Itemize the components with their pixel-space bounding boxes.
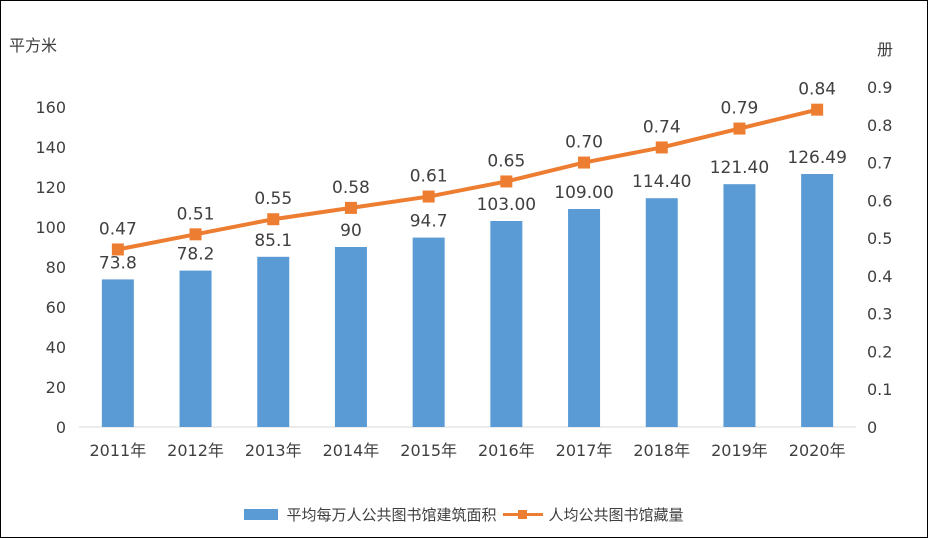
left-axis-ticks: 0 20 40 60 80 100 120 140 160 (35, 98, 66, 437)
line-marker (500, 175, 513, 188)
x-tick-label: 2017年 (556, 441, 613, 460)
left-tick-label: 160 (35, 98, 66, 117)
left-tick-label: 20 (46, 378, 66, 397)
x-tick-label: 2020年 (789, 441, 846, 460)
x-tick-label: 2011年 (89, 441, 146, 460)
bar (490, 221, 523, 427)
x-tick-label: 2018年 (633, 441, 690, 460)
bar (723, 184, 756, 427)
bar (179, 270, 212, 427)
right-axis-unit: 册 (877, 40, 893, 59)
x-axis-ticks: 2011年 2012年 2013年 2014年 2015年 2016年 2017年 2018年… (89, 441, 845, 460)
bar-data-label: 109.00 (554, 183, 613, 203)
legend-item-bar: 平均每万人公共图书馆建筑面积 (244, 504, 497, 525)
bar-data-label: 126.49 (787, 148, 846, 168)
bar (568, 209, 601, 427)
bar (257, 256, 290, 427)
left-tick-label: 100 (35, 218, 66, 237)
right-tick-label: 0.6 (867, 191, 892, 210)
bar-data-label: 73.8 (99, 253, 137, 273)
x-tick-label: 2016年 (478, 441, 535, 460)
bar-data-label: 90 (340, 221, 362, 241)
legend-label-line: 人均公共图书馆藏量 (548, 506, 684, 524)
x-tick-label: 2015年 (400, 441, 457, 460)
legend-label-bar: 平均每万人公共图书馆建筑面积 (286, 506, 497, 524)
right-tick-label: 0.4 (867, 267, 892, 286)
line-data-label: 0.47 (99, 219, 137, 239)
left-tick-label: 140 (35, 138, 66, 157)
left-tick-label: 80 (46, 258, 66, 277)
line-marker (811, 103, 824, 116)
line-marker (655, 141, 668, 154)
line-data-label: 0.79 (721, 99, 759, 119)
bar-data-label: 121.40 (710, 158, 769, 178)
left-axis-unit: 平方米 (9, 36, 57, 55)
line-data-label: 0.74 (643, 117, 681, 137)
line-data-label: 0.58 (332, 178, 370, 198)
x-tick-label: 2014年 (323, 441, 380, 460)
left-tick-label: 120 (35, 178, 66, 197)
line-marker (733, 122, 746, 135)
bar (645, 198, 678, 427)
line-data-label: 0.51 (177, 204, 215, 224)
legend: 平均每万人公共图书馆建筑面积 人均公共图书馆藏量 (1, 504, 927, 525)
line-marker (267, 213, 280, 226)
x-tick-label: 2013年 (245, 441, 302, 460)
line-data-labels: 0.47 0.51 0.55 0.58 0.61 0.65 0.70 0.74 0.79 0.84 (99, 80, 836, 240)
x-tick-label: 2019年 (711, 441, 768, 460)
bar (101, 279, 134, 427)
bar-data-label: 114.40 (632, 172, 691, 192)
right-tick-label: 0.5 (867, 229, 892, 248)
bar-data-label: 94.7 (410, 212, 448, 232)
right-tick-label: 0.1 (867, 380, 892, 399)
line-marker (111, 243, 124, 256)
series-line (117, 107, 818, 252)
right-axis-ticks: 0 0.1 0.2 0.3 0.4 0.5 0.6 0.7 0.8 0.9 (867, 78, 892, 437)
line-marker (422, 190, 435, 203)
right-tick-label: 0.7 (867, 154, 892, 173)
right-tick-label: 0.8 (867, 116, 892, 135)
line-series (111, 103, 824, 256)
x-tick-label: 2012年 (167, 441, 224, 460)
line-data-label: 0.84 (798, 80, 836, 100)
line-marker (189, 228, 202, 241)
legend-item-line: 人均公共图书馆藏量 (502, 504, 684, 525)
right-tick-label: 0 (867, 418, 877, 437)
bar-data-label: 78.2 (177, 245, 215, 265)
bar-series (101, 174, 834, 427)
bar (801, 174, 834, 427)
bar (334, 247, 367, 427)
line-marker (344, 201, 357, 214)
line-data-label: 0.70 (565, 133, 603, 153)
line-data-label: 0.65 (487, 151, 525, 171)
left-tick-label: 0 (56, 418, 66, 437)
line-data-label: 0.61 (410, 167, 448, 187)
right-tick-label: 0.9 (867, 78, 892, 97)
right-tick-label: 0.3 (867, 305, 892, 324)
line-data-label: 0.55 (254, 189, 292, 209)
bar-data-label: 85.1 (254, 231, 292, 251)
bar-data-labels: 73.8 78.2 85.1 90 94.7 103.00 109.00 114.40 121.… (99, 148, 847, 273)
legend-bar-swatch (244, 509, 279, 520)
right-tick-label: 0.2 (867, 342, 892, 361)
bar (412, 237, 445, 427)
left-tick-label: 60 (46, 298, 66, 317)
bar-data-label: 103.00 (477, 195, 536, 215)
left-tick-label: 40 (46, 338, 66, 357)
legend-line-swatch (502, 508, 543, 522)
line-marker (578, 156, 591, 169)
